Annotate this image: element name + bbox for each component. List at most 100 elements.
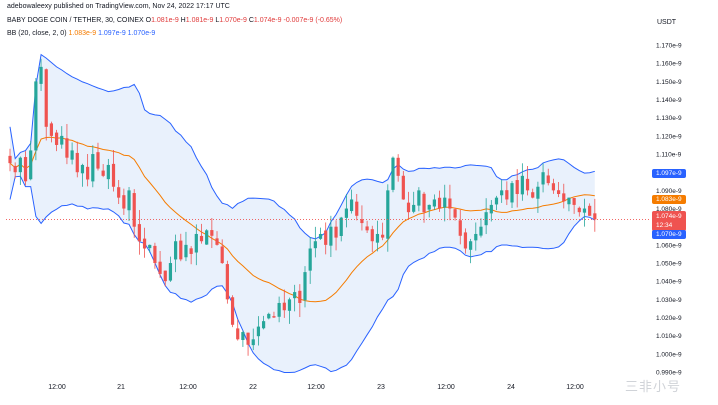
candle-body[interactable] (541, 172, 545, 185)
candle-body[interactable] (458, 220, 462, 236)
candle-body[interactable] (339, 217, 343, 236)
candle-body[interactable] (432, 199, 436, 207)
candle-body[interactable] (153, 245, 157, 264)
candle-body[interactable] (179, 240, 183, 260)
candle-body[interactable] (334, 226, 338, 238)
candle-body[interactable] (236, 328, 240, 340)
candle-body[interactable] (401, 175, 405, 200)
candle-body[interactable] (349, 199, 354, 212)
candle-body[interactable] (122, 195, 126, 209)
candle-body[interactable] (70, 150, 74, 160)
candle-body[interactable] (220, 246, 224, 264)
candle-body[interactable] (174, 241, 178, 260)
candle-body[interactable] (500, 190, 504, 196)
candle-body[interactable] (443, 197, 447, 208)
candle-body[interactable] (91, 154, 95, 182)
candle-body[interactable] (132, 193, 136, 227)
candle-body[interactable] (293, 292, 297, 299)
candle-body[interactable] (448, 198, 452, 209)
candle-body[interactable] (137, 224, 141, 242)
candle-body[interactable] (360, 219, 364, 224)
candle-body[interactable] (588, 205, 592, 216)
symbol-name[interactable]: BABY DOGE COIN / TETHER, 30, COINEX (7, 17, 144, 24)
candle-body[interactable] (246, 332, 250, 345)
candle-body[interactable] (261, 321, 266, 329)
candle-body[interactable] (525, 178, 530, 191)
candle-body[interactable] (256, 326, 261, 337)
candle-body[interactable] (396, 157, 400, 176)
candle-body[interactable] (282, 302, 286, 311)
candle-body[interactable] (277, 302, 281, 317)
candle-body[interactable] (158, 261, 162, 274)
candle-body[interactable] (474, 233, 478, 241)
candle-body[interactable] (505, 190, 509, 200)
candle-body[interactable] (463, 232, 468, 249)
candle-body[interactable] (365, 226, 369, 231)
candle-body[interactable] (29, 150, 33, 180)
candle-body[interactable] (148, 244, 152, 249)
candle-body[interactable] (437, 197, 442, 209)
candle-body[interactable] (117, 187, 121, 198)
candle-body[interactable] (308, 248, 312, 271)
candle-body[interactable] (199, 235, 204, 242)
candle-body[interactable] (391, 157, 395, 190)
candle-body[interactable] (515, 180, 519, 195)
candle-body[interactable] (96, 152, 100, 169)
candle-body[interactable] (127, 190, 131, 211)
candle-body[interactable] (329, 226, 333, 246)
candle-body[interactable] (489, 204, 493, 214)
candle-body[interactable] (205, 230, 209, 245)
candle-body[interactable] (86, 166, 90, 180)
candle-body[interactable] (34, 81, 38, 151)
candle-body[interactable] (427, 204, 431, 210)
candle-body[interactable] (75, 152, 79, 173)
candle-body[interactable] (80, 164, 85, 174)
candle-body[interactable] (251, 339, 255, 346)
candle-body[interactable] (510, 183, 514, 203)
candle-body[interactable] (344, 208, 349, 218)
candle-body[interactable] (381, 234, 385, 238)
bb-label[interactable]: BB (20, close, 2, 0) (7, 30, 67, 37)
candle-body[interactable] (44, 69, 48, 127)
candle-body[interactable] (54, 132, 59, 145)
candle-body[interactable] (142, 238, 147, 249)
candle-body[interactable] (189, 248, 193, 254)
candle-body[interactable] (412, 204, 416, 212)
candle-body[interactable] (572, 197, 576, 205)
candle-body[interactable] (194, 233, 198, 253)
candle-body[interactable] (23, 157, 28, 182)
candle-body[interactable] (18, 157, 22, 173)
candle-body[interactable] (39, 66, 43, 84)
candle-body[interactable] (375, 233, 380, 243)
candle-body[interactable] (49, 123, 54, 136)
candle-body[interactable] (106, 164, 110, 180)
candle-body[interactable] (422, 193, 426, 213)
candle-body[interactable] (163, 270, 167, 282)
candle-body[interactable] (484, 212, 488, 226)
candle-body[interactable] (536, 186, 540, 199)
candle-body[interactable] (546, 175, 550, 184)
candle-body[interactable] (298, 290, 302, 303)
candle-body[interactable] (225, 264, 229, 300)
candle-body[interactable] (417, 190, 421, 206)
candle-body[interactable] (469, 241, 473, 250)
candle-body[interactable] (111, 163, 116, 187)
candle-body[interactable] (386, 190, 390, 239)
candle-body[interactable] (101, 170, 105, 176)
candle-body[interactable] (318, 233, 323, 239)
candle-body[interactable] (65, 138, 69, 158)
candle-body[interactable] (520, 175, 524, 195)
candle-body[interactable] (13, 165, 17, 173)
candle-body[interactable] (577, 207, 581, 213)
candle-body[interactable] (551, 183, 556, 191)
candle-body[interactable] (562, 193, 566, 202)
candle-body[interactable] (210, 230, 214, 236)
candle-body[interactable] (355, 201, 359, 216)
candle-body[interactable] (453, 209, 457, 218)
candle-body[interactable] (241, 332, 245, 341)
candle-body[interactable] (531, 192, 535, 198)
candle-body[interactable] (303, 272, 307, 301)
candle-body[interactable] (494, 197, 499, 205)
